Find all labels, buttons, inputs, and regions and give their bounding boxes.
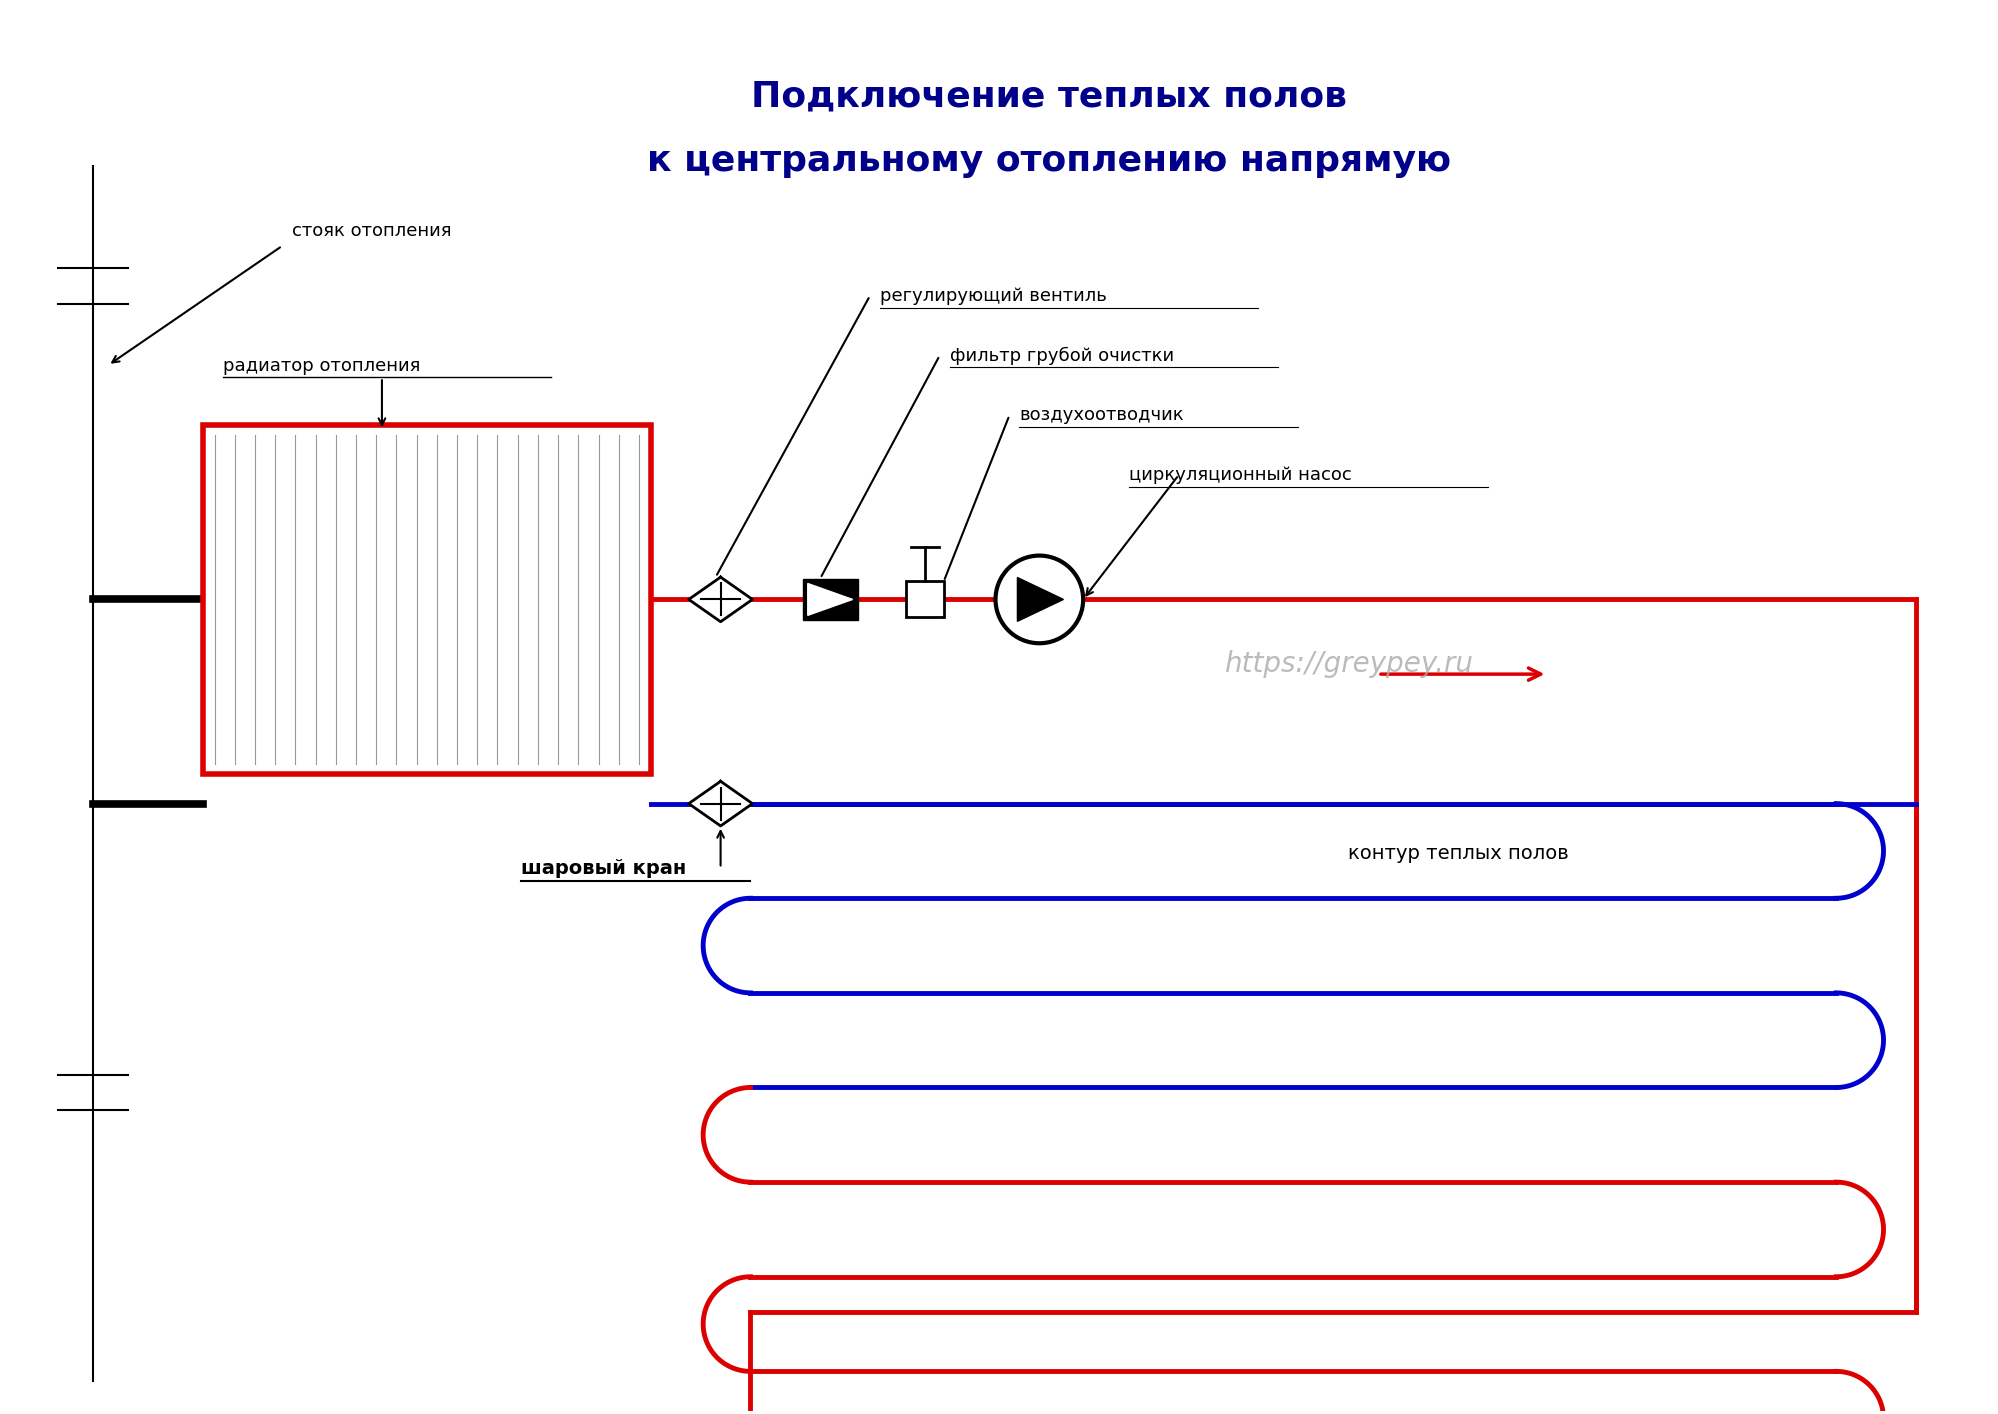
- Text: шаровый кран: шаровый кран: [521, 858, 685, 878]
- Text: к центральному отоплению напрямую: к центральному отоплению напрямую: [647, 144, 1451, 178]
- Text: циркуляционный насос: циркуляционный насос: [1129, 467, 1351, 484]
- Text: https://greypey.ru: https://greypey.ru: [1223, 650, 1473, 679]
- Polygon shape: [689, 782, 751, 826]
- Text: радиатор отопления: радиатор отопления: [222, 358, 420, 375]
- Text: воздухоотводчик: воздухоотводчик: [1019, 406, 1183, 424]
- Polygon shape: [689, 577, 751, 622]
- Text: фильтр грубой очистки: фильтр грубой очистки: [949, 346, 1173, 365]
- Text: Подключение теплых полов: Подключение теплых полов: [751, 79, 1347, 113]
- Bar: [202, 426, 651, 773]
- Polygon shape: [807, 584, 853, 615]
- Bar: [803, 578, 857, 621]
- Polygon shape: [1017, 577, 1063, 621]
- Text: стояк отопления: стояк отопления: [292, 222, 452, 240]
- Bar: [905, 581, 943, 618]
- Text: контур теплых полов: контур теплых полов: [1347, 844, 1568, 863]
- Text: регулирующий вентиль: регулирующий вентиль: [879, 287, 1107, 304]
- Circle shape: [995, 556, 1083, 643]
